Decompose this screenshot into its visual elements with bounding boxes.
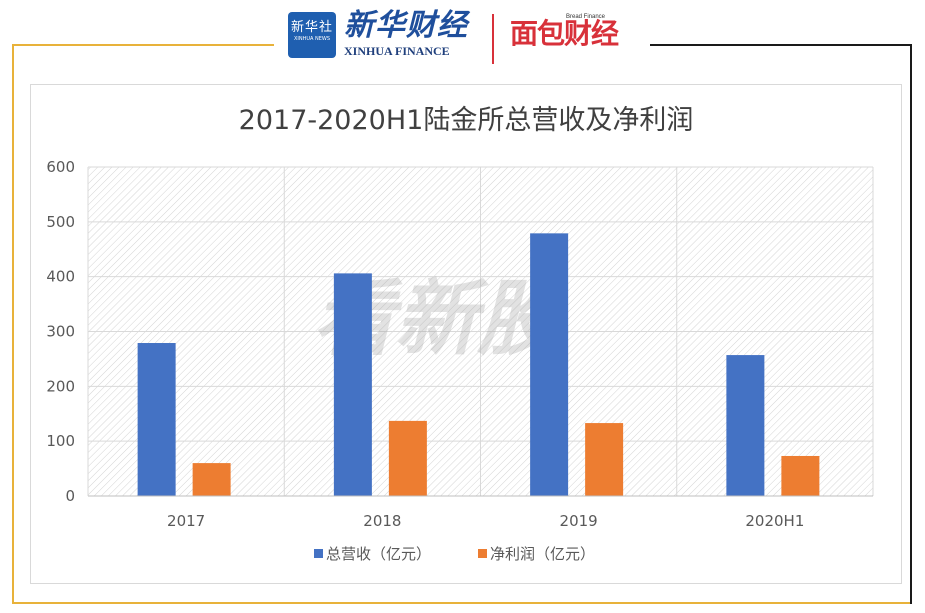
bar-revenue-2019 bbox=[530, 233, 569, 496]
bread-finance-logo: Bread Finance 面包财经 bbox=[508, 12, 636, 52]
xinhua-finance-logo: 新华财经 XINHUA FINANCE bbox=[344, 8, 480, 64]
bread-finance-en: Bread Finance bbox=[566, 14, 606, 20]
chart-panel: 看新股 0 100 200 300 400 500 600 2017 2018 2019 2020H… bbox=[30, 84, 902, 584]
x-tick-label: 2017 bbox=[167, 512, 205, 530]
y-tick-label: 400 bbox=[46, 268, 75, 286]
legend-swatch-1 bbox=[478, 549, 487, 558]
x-tick-label: 2020H1 bbox=[745, 512, 804, 530]
xinhua-seal-subtext: XINHUA NEWS bbox=[293, 36, 331, 42]
frame-right-dark bbox=[910, 44, 912, 604]
bar-profit-2020H1 bbox=[781, 455, 820, 496]
y-tick-label: 0 bbox=[65, 487, 75, 505]
frame-bottom-gold bbox=[12, 602, 912, 604]
bar-revenue-2020H1 bbox=[726, 355, 765, 496]
bar-revenue-2018 bbox=[333, 273, 372, 496]
chart-title: 2017-2020H1陆金所总营收及净利润 bbox=[239, 105, 694, 136]
legend-label-0: 总营收（亿元） bbox=[326, 545, 431, 563]
y-tick-label: 600 bbox=[46, 158, 75, 176]
bar-revenue-2017 bbox=[137, 343, 176, 496]
xinhua-finance-cn: 新华财经 bbox=[344, 8, 468, 43]
axes: 0 100 200 300 400 500 600 2017 2018 2019 2020H1 bbox=[46, 158, 873, 530]
bars bbox=[137, 233, 820, 496]
x-tick-label: 2019 bbox=[560, 512, 598, 530]
bar-profit-2018 bbox=[388, 420, 427, 496]
bread-finance-cn: 面包财经 bbox=[510, 17, 619, 50]
x-tick-label: 2018 bbox=[363, 512, 401, 530]
legend-label-1: 净利润（亿元） bbox=[490, 545, 595, 563]
legend-swatch-0 bbox=[314, 549, 323, 558]
y-tick-label: 100 bbox=[46, 432, 75, 450]
frame-top-left-gold bbox=[12, 44, 274, 46]
xinhua-finance-en: XINHUA FINANCE bbox=[344, 44, 450, 58]
y-tick-label: 200 bbox=[46, 377, 75, 395]
xinhua-news-logo: 新华社 XINHUA NEWS bbox=[288, 12, 336, 58]
frame-left-gold bbox=[12, 44, 14, 604]
logo-divider bbox=[492, 14, 494, 64]
y-tick-label: 300 bbox=[46, 323, 75, 341]
bar-profit-2019 bbox=[585, 423, 624, 496]
xinhua-seal-text: 新华社 bbox=[290, 20, 333, 35]
legend: 总营收（亿元） 净利润（亿元） bbox=[314, 545, 595, 563]
bar-profit-2017 bbox=[192, 463, 231, 496]
y-tick-label: 500 bbox=[46, 213, 75, 231]
frame-top-right-dark bbox=[650, 44, 912, 46]
